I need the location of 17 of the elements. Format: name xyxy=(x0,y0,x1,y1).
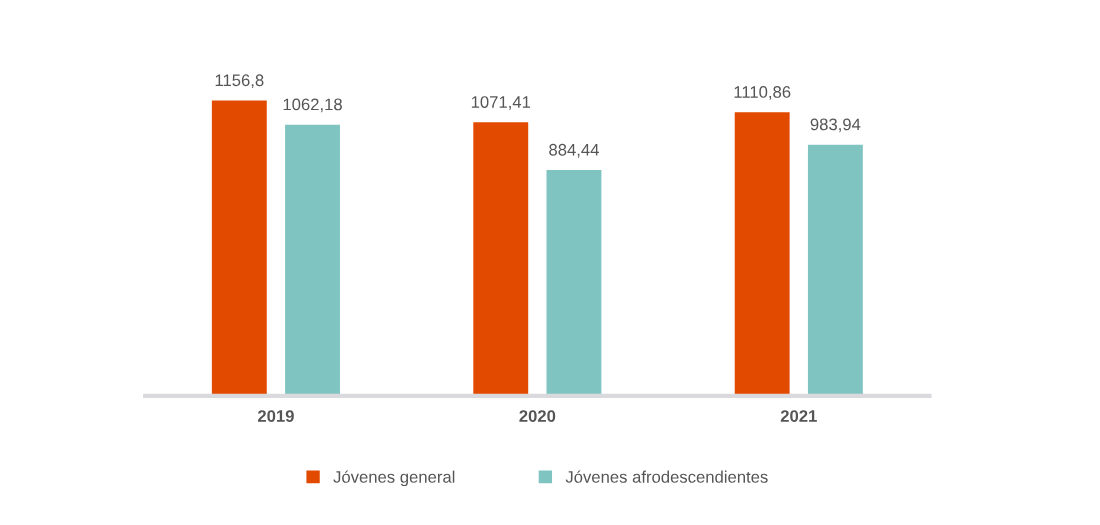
bar xyxy=(807,144,863,396)
data-label: 1062,18 xyxy=(283,98,342,113)
legend-label: Jóvenes general xyxy=(333,470,455,487)
bar xyxy=(211,100,267,396)
bar xyxy=(546,170,602,396)
bar xyxy=(285,124,340,396)
data-label: 1156,8 xyxy=(215,74,264,89)
data-label: 1110,86 xyxy=(734,86,791,100)
data-label: 983,94 xyxy=(810,118,861,133)
x-tick-label: 2019 xyxy=(257,410,294,422)
data-label: 1071,41 xyxy=(471,96,531,110)
x-tick-label: 2021 xyxy=(780,410,817,422)
bar xyxy=(734,112,790,396)
data-label: 884,44 xyxy=(549,143,599,158)
x-tick-label: 2020 xyxy=(519,410,556,422)
legend-label: Jóvenes afrodescendientes xyxy=(565,470,768,483)
bar xyxy=(473,122,529,396)
